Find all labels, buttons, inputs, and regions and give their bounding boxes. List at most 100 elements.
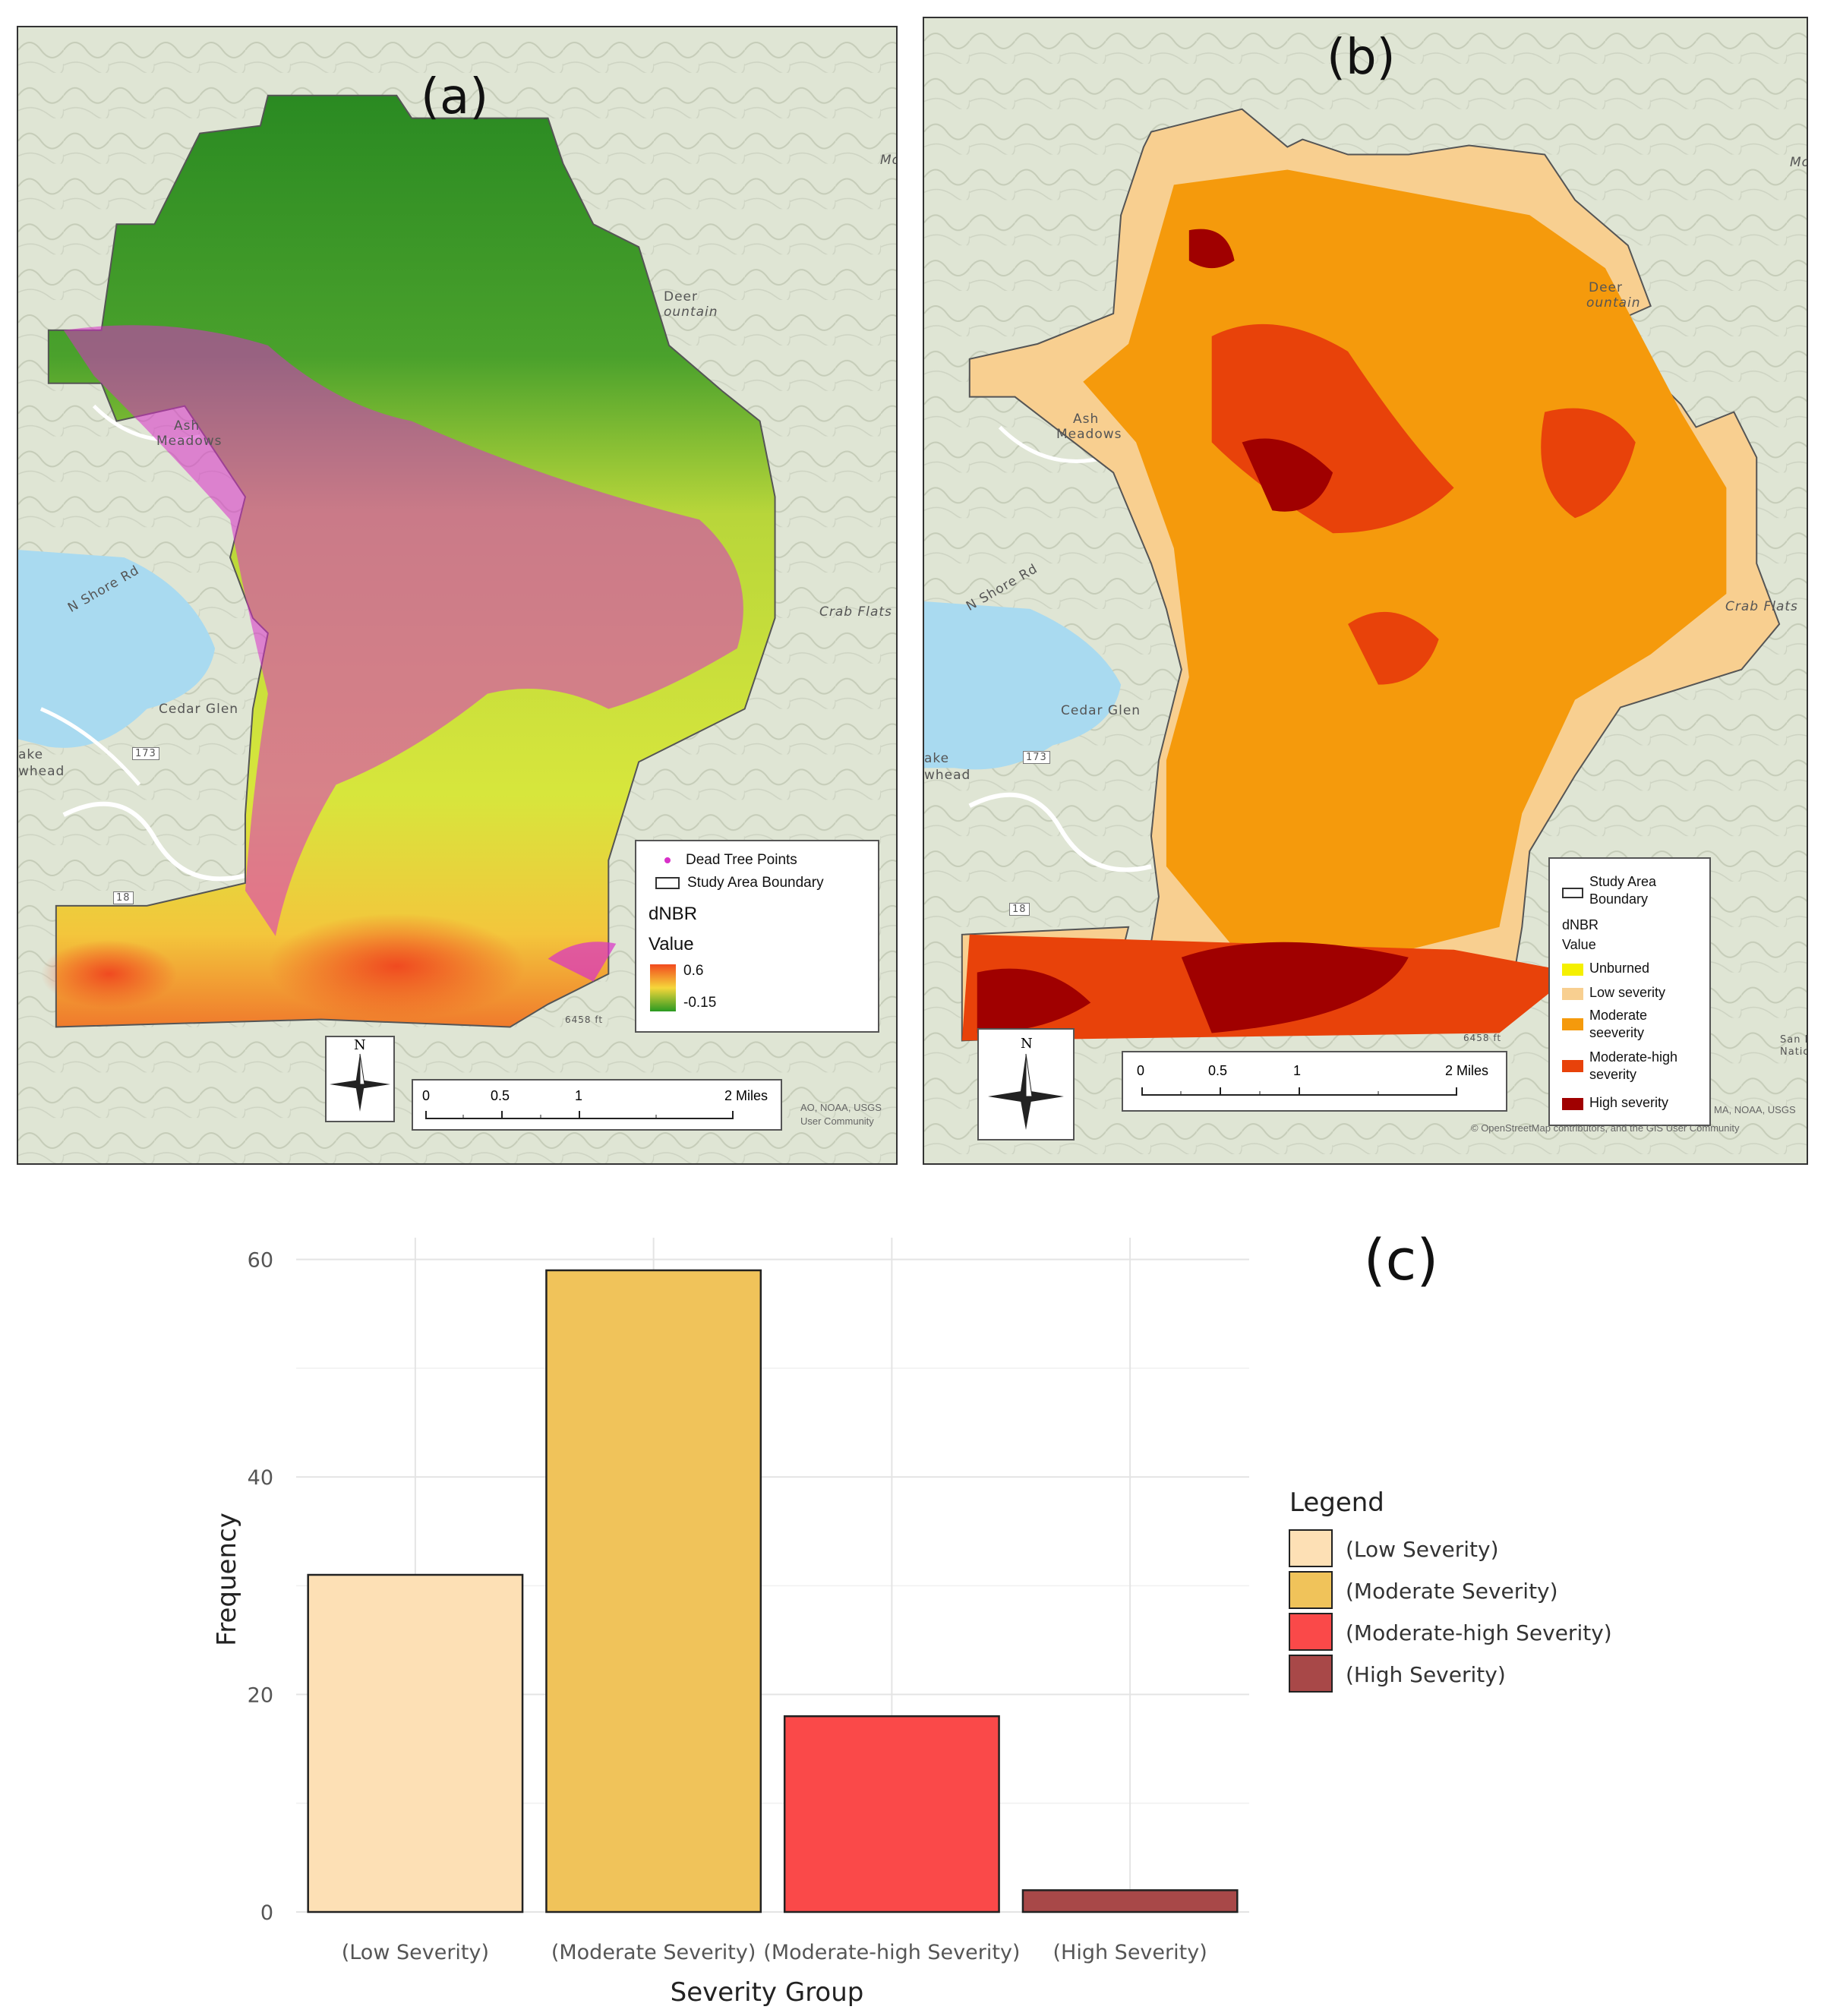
legend-dnbr-title-b: dNBR <box>1562 917 1599 932</box>
scale-ticks-b <box>1141 1087 1457 1096</box>
legend-title: Legend <box>1289 1488 1384 1518</box>
north-arrow-b: N <box>977 1028 1075 1141</box>
route-173-shield: 173 <box>132 747 159 760</box>
place-crab-flats: Crab Flats <box>819 604 892 620</box>
legend-max-value: 0.6 <box>683 963 704 979</box>
bar-2 <box>545 1269 762 1913</box>
place-ake-b: ake <box>924 751 950 766</box>
scale-bar-b: 0 0.5 1 2 Miles <box>1122 1051 1507 1112</box>
place-ash-b: Ash <box>1073 412 1100 427</box>
boundary-swatch-icon <box>655 877 680 889</box>
x-tick-label: (High Severity) <box>1053 1941 1207 1964</box>
place-ash: Ash <box>174 418 200 434</box>
scale-0-5: 0.5 <box>491 1088 510 1103</box>
bar-4 <box>1021 1889 1239 1913</box>
legend-unburned: Unburned <box>1589 961 1650 976</box>
legend-moderate-high: Moderate-high <box>1589 1049 1678 1065</box>
swatch-unburned <box>1562 964 1583 976</box>
legend-panel-b: Study Area Boundary dNBR Value Unburned … <box>1548 857 1711 1126</box>
swatch-high-severity <box>1562 1098 1583 1110</box>
scale-0-b: 0 <box>1137 1063 1145 1078</box>
chart-bars <box>307 1269 1239 1913</box>
scale-1-b: 1 <box>1293 1063 1302 1078</box>
place-ountain: ountain <box>664 304 718 320</box>
place-deer-b: Deer <box>1589 280 1623 295</box>
legend-swatch-4 <box>1289 1655 1333 1693</box>
map-credit-b-1: MA, NOAA, USGS <box>1714 1104 1796 1115</box>
scale-0-5-b: 0.5 <box>1208 1063 1228 1078</box>
legend-dead-tree-points: Dead Tree Points <box>686 852 797 868</box>
legend-boundary-line2: Boundary <box>1589 891 1649 907</box>
boundary-swatch-icon-b <box>1562 888 1583 898</box>
legend-moderate-line2: seeverity <box>1589 1025 1645 1040</box>
legend-swatch-3 <box>1289 1613 1333 1651</box>
place-san-be-b: San Be <box>1780 1034 1807 1046</box>
legend-swatch-1 <box>1289 1529 1333 1567</box>
place-whead-b: whead <box>924 768 971 783</box>
place-ake: ake <box>18 747 44 762</box>
compass-icon-b <box>988 1053 1064 1130</box>
legend-swatch-2 <box>1289 1571 1333 1609</box>
legend-item-2: (Moderate Severity) <box>1346 1579 1558 1604</box>
x-tick-label: (Moderate Severity) <box>551 1941 756 1964</box>
scale-0: 0 <box>422 1088 431 1103</box>
severity-bar-chart: (Low Severity) (Moderate Severity) (Modera… <box>0 1185 1821 2016</box>
bar-1 <box>307 1573 524 1913</box>
map-credit-a-2: User Community <box>800 1115 874 1127</box>
dead-tree-point-icon <box>664 857 671 863</box>
map-credit-a-1: AO, NOAA, USGS <box>800 1102 882 1113</box>
x-axis-label: Severity Group <box>671 1977 864 2008</box>
dnbr-color-ramp <box>650 964 676 1011</box>
y-tick-label: 20 <box>248 1684 273 1708</box>
chart-axes: (Low Severity) (Moderate Severity) (Modera… <box>248 1249 1207 1964</box>
legend-boundary-line1: Study Area <box>1589 874 1657 889</box>
panel-a-label: (a) <box>421 69 489 125</box>
place-cedar-glen: Cedar Glen <box>159 702 239 717</box>
swatch-moderate <box>1562 1018 1583 1030</box>
elevation-label: 6458 ft <box>565 1014 604 1025</box>
north-label: N <box>354 1037 366 1053</box>
map-panel-b: (b) Deer ountain Ash Meadows N Shore Rd … <box>923 17 1808 1165</box>
bar-3 <box>783 1715 1000 1913</box>
place-meadows: Meadows <box>156 434 222 449</box>
map-credit-b-2: © OpenStreetMap contributors, and the GI… <box>1471 1122 1740 1134</box>
place-crab-flats-b: Crab Flats <box>1725 599 1798 614</box>
place-mo-b: Mo <box>1790 155 1807 170</box>
map-panel-a: (a) Deer ountain Ash Meadows N Shore Rd … <box>17 26 898 1165</box>
swatch-low-severity <box>1562 988 1583 1000</box>
place-cedar-glen-b: Cedar Glen <box>1061 703 1141 718</box>
scale-bar-a: 0 0.5 1 2 Miles <box>412 1079 782 1131</box>
legend-value-subtitle: Value <box>649 934 694 954</box>
legend-moderate-high-line2: severity <box>1589 1067 1637 1082</box>
dnbr-map-a <box>18 27 896 1163</box>
place-nation-b: Nation <box>1780 1046 1807 1058</box>
severity-map-b <box>924 18 1807 1163</box>
route-18-shield: 18 <box>113 891 134 904</box>
legend-item-4: (High Severity) <box>1346 1662 1506 1687</box>
legend-panel-a: Dead Tree Points Study Area Boundary dNB… <box>635 840 879 1033</box>
panel-c-label: (c) <box>1364 1228 1438 1293</box>
compass-icon <box>330 1053 390 1112</box>
route-18-shield-b: 18 <box>1009 903 1030 916</box>
legend-value-subtitle-b: Value <box>1562 937 1596 952</box>
legend-study-area-boundary: Study Area Boundary <box>687 875 824 891</box>
x-tick-label: (Low Severity) <box>342 1941 489 1964</box>
legend-min-value: -0.15 <box>683 995 717 1011</box>
y-tick-label: 0 <box>260 1901 273 1925</box>
scale-1: 1 <box>575 1088 583 1103</box>
panel-b-label: (b) <box>1327 30 1396 86</box>
legend-item-3: (Moderate-high Severity) <box>1346 1620 1612 1645</box>
swatch-moderate-high <box>1562 1060 1583 1072</box>
x-tick-label: (Moderate-high Severity) <box>763 1941 1020 1964</box>
chart-svg: (Low Severity) (Moderate Severity) (Modera… <box>212 1228 1612 2008</box>
route-173-shield-b: 173 <box>1023 751 1050 764</box>
legend-item-1: (Low Severity) <box>1346 1537 1499 1562</box>
legend-high-severity: High severity <box>1589 1095 1669 1110</box>
scale-2-miles: 2 Miles <box>724 1088 768 1103</box>
north-label-b: N <box>1021 1036 1033 1052</box>
place-mo: Mo <box>880 153 896 168</box>
north-arrow-a: N <box>325 1036 395 1122</box>
legend-moderate: Moderate <box>1589 1008 1648 1023</box>
place-ountain-b: ountain <box>1586 295 1641 311</box>
place-deer: Deer <box>664 289 698 304</box>
